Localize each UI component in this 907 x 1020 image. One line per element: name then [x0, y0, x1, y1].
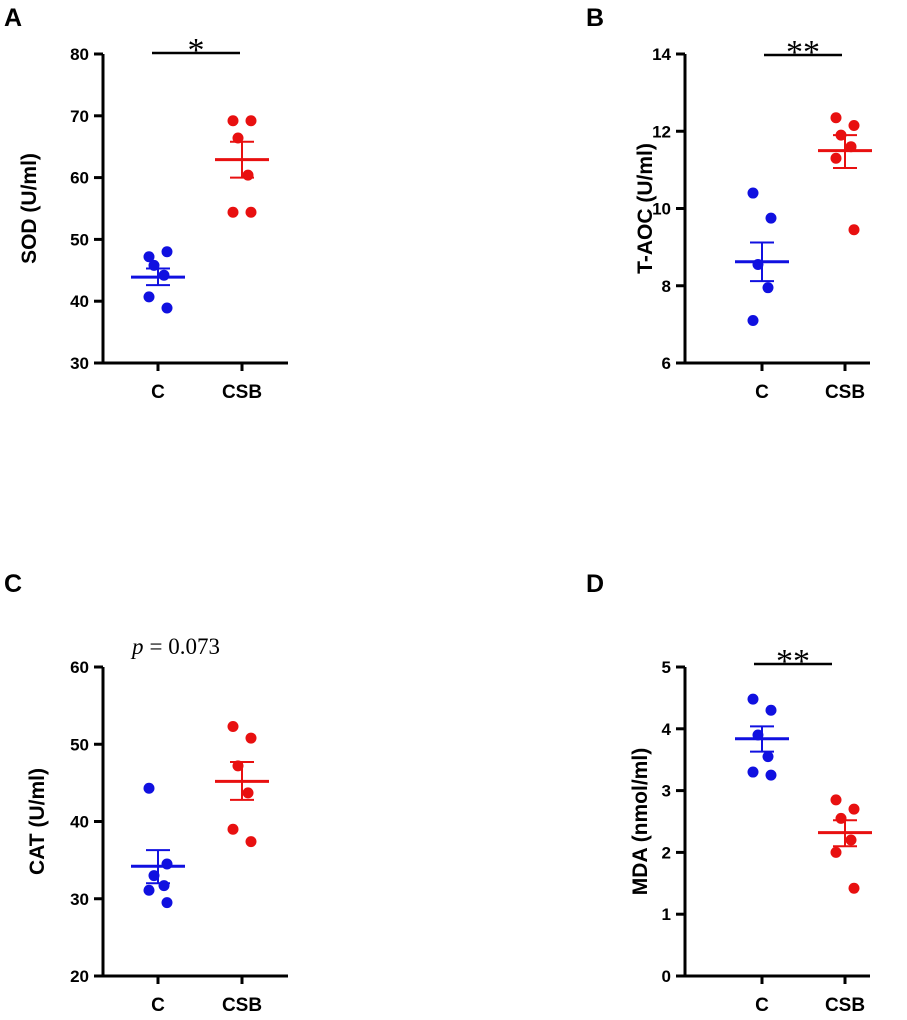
panel-c-csb-data-point	[242, 787, 254, 799]
panel-b-c-data-point	[765, 212, 777, 224]
panel-d-y-tick-label: 3	[662, 782, 671, 801]
panel-c-c-data-point	[161, 897, 173, 909]
panel-c-x-tick-label: C	[151, 995, 165, 1016]
panel-a-y-axis-title: SOD (U/ml)	[18, 153, 41, 264]
panel-a-csb-data-point	[245, 115, 257, 127]
panel-c-csb-data-point	[245, 836, 257, 848]
panel-b-x-tick-label: CSB	[825, 382, 865, 403]
panel-c-y-tick-label: 40	[70, 813, 89, 832]
panel-d-y-tick-label: 0	[662, 967, 671, 986]
panel-b-csb-data-point	[830, 112, 842, 124]
panel-c-csb-data-point	[227, 720, 239, 732]
panel-b-csb-data-point	[848, 224, 860, 236]
panel-b-csb-data-point	[830, 152, 842, 164]
panel-b-c-data-point	[752, 259, 764, 271]
p-italic: p	[130, 634, 144, 659]
panel-b: B T-AOC (U/ml) 6 8 10 12 14 C CSB **	[586, 4, 872, 403]
panel-d-c-data-point	[752, 729, 764, 741]
panel-d-c-data-point	[765, 769, 777, 781]
panel-a-csb-data-point	[227, 206, 239, 218]
panel-b-csb-data-point	[848, 119, 860, 131]
panel-b-c-data-point	[747, 187, 759, 199]
panel-b-letter: B	[586, 4, 604, 32]
panel-c-csb-data-point	[227, 823, 239, 835]
panel-b-axes	[683, 54, 870, 365]
panel-c-p-value: p = 0.073	[130, 634, 220, 659]
panel-b-y-tick-label: 6	[662, 354, 671, 373]
panel-a-csb-data-point	[232, 132, 244, 144]
panel-a-letter: A	[4, 4, 22, 32]
panel-a: A SOD (U/ml) 30 40 50 60 70 80 C CSB *	[4, 4, 288, 403]
panel-c-y-tick-label: 60	[70, 658, 89, 677]
panel-d-c-data-point	[762, 751, 774, 763]
panel-c-c-data-point	[158, 880, 170, 892]
panel-a-c-data-point	[158, 269, 170, 281]
panel-d-csb-data-point	[830, 794, 842, 806]
panel-d-csb-data-point	[848, 803, 860, 815]
panel-b-c-data-point	[747, 315, 759, 327]
panel-c-c-data-point	[143, 884, 155, 896]
panel-c-c-data-point	[143, 782, 155, 794]
panel-a-c-data-point	[161, 302, 173, 314]
panel-d-letter: D	[586, 570, 604, 598]
panel-d: D MDA (nmol/ml) 0 1 2 3 4 5 C CSB **	[586, 570, 872, 1016]
panel-c-csb-data-point	[245, 732, 257, 744]
panel-d-x-tick-label: CSB	[825, 995, 865, 1016]
p-rest: = 0.073	[150, 634, 220, 659]
panel-a-csb-data-point	[227, 115, 239, 127]
panel-c-y-tick-label: 50	[70, 735, 89, 754]
panel-b-y-tick-label: 12	[652, 122, 671, 141]
panel-a-y-tick-label: 60	[70, 169, 89, 188]
panel-b-y-tick-label: 10	[652, 200, 671, 219]
panel-c-c-data-point	[148, 870, 160, 882]
panel-d-csb-data-point	[830, 846, 842, 858]
panel-a-y-tick-label: 70	[70, 107, 89, 126]
panel-d-csb-data-point	[835, 812, 847, 824]
panel-a-y-tick-label: 80	[70, 45, 89, 64]
panel-d-y-tick-label: 4	[662, 720, 672, 739]
panel-c-y-axis-title: CAT (U/ml)	[26, 768, 49, 875]
panel-a-c-data-point	[161, 246, 173, 258]
panel-d-x-tick-label: C	[755, 995, 769, 1016]
panel-a-significance-marker: *	[188, 32, 205, 69]
panel-a-x-tick-label: C	[151, 382, 165, 403]
panel-d-csb-data-point	[845, 834, 857, 846]
panel-d-c-data-point	[765, 704, 777, 716]
panel-a-csb-data-point	[242, 169, 254, 181]
panel-a-c-data-point	[148, 259, 160, 271]
panel-c-letter: C	[4, 570, 22, 598]
panel-d-significance-marker: **	[776, 643, 810, 680]
panel-a-c-data-point	[143, 291, 155, 303]
panel-a-axes	[101, 54, 288, 365]
panel-a-y-tick-label: 40	[70, 292, 89, 311]
panel-c-y-tick-label: 30	[70, 890, 89, 909]
panel-b-y-axis-title: T-AOC (U/ml)	[634, 143, 657, 274]
panel-d-c-data-point	[747, 766, 759, 778]
panel-b-significance-marker: **	[786, 34, 820, 71]
panel-b-x-tick-label: C	[755, 382, 769, 403]
panel-c-x-tick-label: CSB	[222, 995, 262, 1016]
panel-d-y-tick-label: 5	[662, 658, 671, 677]
panel-d-y-tick-label: 1	[662, 905, 671, 924]
panel-c-csb-data-point	[232, 760, 244, 772]
panel-c-y-tick-label: 20	[70, 967, 89, 986]
panel-a-x-tick-label: CSB	[222, 382, 262, 403]
panel-a-y-tick-label: 30	[70, 354, 89, 373]
panel-d-y-axis-title: MDA (nmol/ml)	[629, 748, 652, 895]
panel-b-csb-data-point	[845, 141, 857, 153]
panel-d-c-data-point	[747, 693, 759, 705]
panel-b-y-tick-label: 14	[652, 45, 671, 64]
panel-d-y-tick-label: 2	[662, 843, 671, 862]
panel-b-csb-data-point	[835, 129, 847, 141]
panel-c-c-data-point	[161, 858, 173, 870]
panel-d-csb-data-point	[848, 882, 860, 894]
panel-a-csb-data-point	[245, 206, 257, 218]
panel-b-c-data-point	[762, 282, 774, 294]
panel-b-y-tick-label: 8	[662, 277, 671, 296]
panel-a-y-tick-label: 50	[70, 230, 89, 249]
panel-c-axes	[101, 667, 288, 978]
panel-c: C CAT (U/ml) 20 30 40 50 60 C CSB	[4, 570, 288, 1016]
panel-a-c-data-point	[143, 251, 155, 263]
